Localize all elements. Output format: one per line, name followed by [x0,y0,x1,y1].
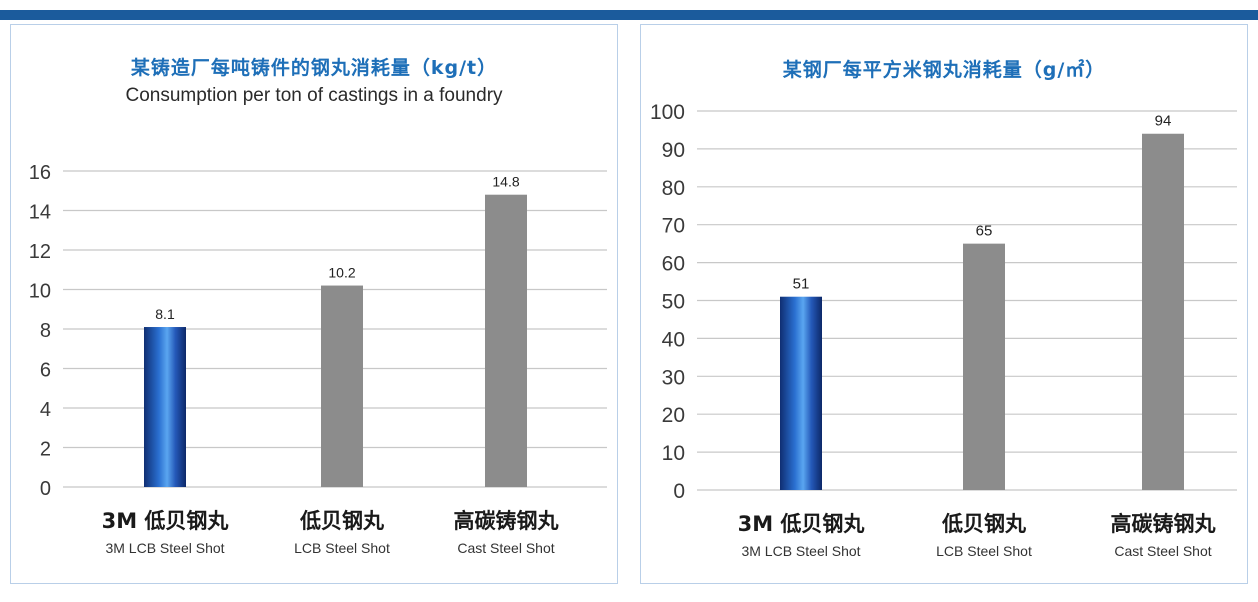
y-tick-label: 6 [40,360,51,382]
top-accent-bar [0,10,1258,20]
data-label: 94 [1155,113,1172,130]
category-label-cn: 3M 低贝钢丸 [738,512,866,536]
bar [1142,133,1184,490]
bar [321,285,363,487]
data-label: 65 [976,223,993,240]
category-label-cn: 低贝钢丸 [941,512,1027,536]
chart-panel-steelmill: 某钢厂每平方米钢丸消耗量（g/㎡） 0 10 20 30 40 50 60 70 80 90 100… [640,24,1248,584]
data-label: 51 [793,276,810,293]
chart-subtitle: Consumption per ton of castings in a fou… [125,85,503,106]
category-label-cn: 低贝钢丸 [299,509,385,533]
y-tick-label: 60 [662,253,685,276]
bar [485,194,527,487]
y-tick-label: 2 [40,439,51,461]
bar [780,296,822,490]
chart-title: 某铸造厂每吨铸件的钢丸消耗量（kg/t） [130,57,498,79]
y-tick-label: 8 [40,320,51,342]
y-tick-label: 100 [650,101,685,124]
y-tick-label: 20 [662,404,685,427]
y-tick-label: 40 [662,328,685,351]
chart-foundry: 0 2 4 6 8 10 12 14 16 8.1 3M 低贝钢丸 3M LCB Steel Shot… [29,162,607,556]
data-label: 8.1 [155,306,175,322]
y-tick-label: 0 [40,478,51,500]
y-tick-label: 30 [662,366,685,389]
category-label-en: LCB Steel Shot [936,543,1032,559]
chart-steelmill: 0 10 20 30 40 50 60 70 80 90 100 51 3M 低贝钢丸 3M LCB St… [650,101,1237,559]
category-label-cn: 高碳铸钢丸 [1111,512,1217,536]
y-tick-label: 14 [29,202,51,224]
category-label-en: Cast Steel Shot [1114,543,1211,559]
category-label-en: 3M LCB Steel Shot [105,540,224,556]
y-tick-label: 12 [29,241,51,263]
y-tick-label: 70 [662,215,685,238]
y-tick-label: 10 [662,442,685,465]
y-tick-label: 16 [29,162,51,184]
bar [144,327,186,487]
category-label-en: 3M LCB Steel Shot [741,543,860,559]
category-label-cn: 高碳铸钢丸 [454,509,560,533]
bar [963,243,1005,490]
y-tick-label: 90 [662,139,685,162]
category-label-cn: 3M 低贝钢丸 [102,509,230,533]
data-label: 14.8 [492,174,519,190]
data-label: 10.2 [328,265,355,281]
y-tick-label: 80 [662,177,685,200]
y-tick-label: 50 [662,291,685,314]
chart-panel-foundry: 某铸造厂每吨铸件的钢丸消耗量（kg/t） Consumption per ton… [10,24,618,584]
y-tick-label: 4 [40,399,51,421]
chart-title: 某钢厂每平方米钢丸消耗量（g/㎡） [782,59,1106,81]
category-label-en: Cast Steel Shot [457,540,554,556]
y-tick-label: 0 [673,480,685,503]
y-tick-label: 10 [29,281,51,303]
category-label-en: LCB Steel Shot [294,540,390,556]
